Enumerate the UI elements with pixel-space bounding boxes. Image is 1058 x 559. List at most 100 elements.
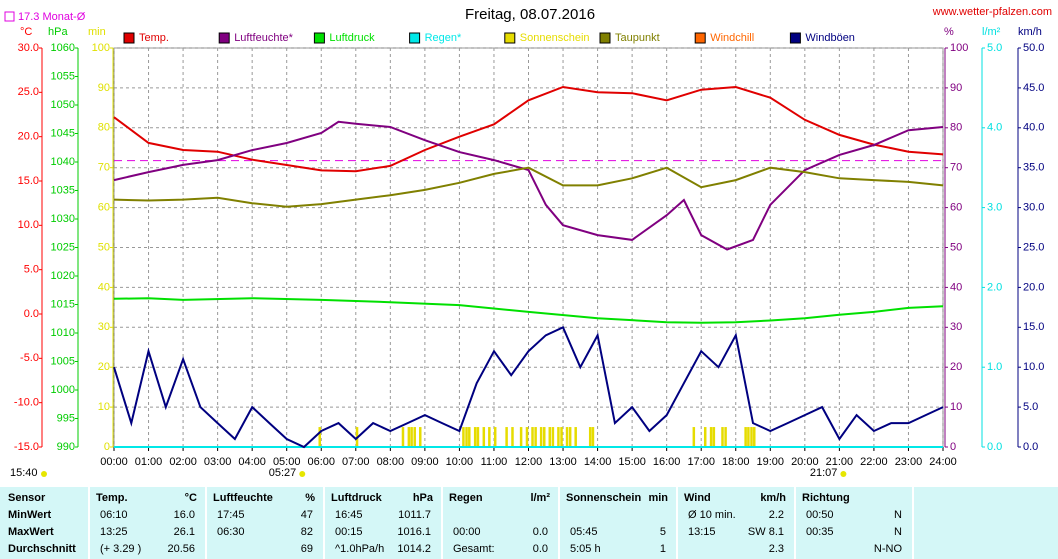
column-header: Temp. [96, 492, 128, 504]
cell-value: N [894, 526, 902, 538]
y-tick-label: 30.0 [1023, 202, 1044, 214]
cell-time: 06:30 [217, 526, 245, 538]
row-label: MaxWert [8, 526, 54, 538]
sunshine-bar [505, 427, 508, 447]
series-line [113, 120, 944, 251]
y-tick-label: 1060 [51, 42, 75, 54]
legend-label: Sonnenschein [520, 32, 590, 44]
cell-time: Ø 10 min. [688, 509, 736, 521]
sunshine-bar [531, 427, 534, 447]
sun-marker-label: 05:27 [269, 467, 297, 479]
sunshine-bar [488, 427, 491, 447]
y-tick-label: 60 [98, 202, 110, 214]
column-unit: l/m² [530, 492, 550, 504]
column-separator [676, 487, 678, 559]
y-tick-label: 40 [950, 281, 962, 293]
cell-value: N [894, 509, 902, 521]
y-tick-label: 50 [950, 241, 962, 253]
y-tick-label: 1050 [51, 99, 75, 111]
y-tick-label: 30.0 [18, 42, 39, 54]
y-tick-label: 20.0 [18, 131, 39, 143]
y-tick-label: 1020 [51, 270, 75, 282]
cell-time: 5:05 h [570, 543, 601, 555]
column-unit: km/h [760, 492, 786, 504]
y-tick-label: 5.0 [24, 264, 39, 276]
chart: Freitag, 08.07.2016 www.wetter-pfalzen.c… [4, 6, 1052, 479]
cell-value: 16.0 [173, 509, 195, 521]
legend-swatch [599, 32, 611, 44]
y-tick-label: 10 [950, 401, 962, 413]
y-tick-label: 4.0 [987, 122, 1002, 134]
y-tick-label: 0.0 [987, 441, 1002, 453]
y-tick-label: 5.0 [1023, 401, 1038, 413]
sunshine-bar [407, 427, 411, 447]
x-tick-label: 02:00 [169, 456, 197, 468]
sunshine-bar [551, 427, 555, 447]
y-tick-label: 40 [98, 281, 110, 293]
y-tick-label: 40.0 [1023, 122, 1044, 134]
series-line [113, 297, 944, 324]
y-tick-label: 20 [98, 361, 110, 373]
stats-table: Sensor Temp. °C Luftfeuchte% Luftdruck hPa Reg… [0, 487, 1058, 559]
cell-time: 00:50 [806, 509, 834, 521]
time-stamp: 15:40 [10, 467, 38, 479]
legend-swatch [504, 32, 516, 44]
x-tick-label: 00:00 [100, 456, 128, 468]
column-header: Luftfeuchte [213, 492, 273, 504]
column-header: Sonnenschein [566, 492, 642, 504]
y-tick-label: 990 [57, 441, 75, 453]
sunshine-bar [574, 427, 577, 447]
column-unit: min [648, 492, 668, 504]
legend-swatch [409, 32, 421, 44]
y-tick-label: 45.0 [1023, 82, 1044, 94]
x-tick-label: 06:00 [307, 456, 335, 468]
sunshine-bar [721, 427, 724, 447]
cell-time: 17:45 [217, 509, 245, 521]
x-tick-label: 22:00 [860, 456, 888, 468]
sunshine-bar [419, 427, 422, 447]
y-tick-label: 1.0 [987, 361, 1002, 373]
cell-time: Gesamt: [453, 543, 495, 555]
column-separator [558, 487, 560, 559]
axis-title: l/m² [982, 26, 1001, 38]
x-tick-label: 24:00 [929, 456, 957, 468]
y-tick-label: 25.0 [1023, 241, 1044, 253]
x-tick-label: 12:00 [515, 456, 543, 468]
sun-marker-label: 21:07 [810, 467, 838, 479]
column-header: Wind [684, 492, 711, 504]
x-tick-label: 14:00 [584, 456, 612, 468]
series-line [113, 325, 944, 449]
column-unit: hPa [412, 492, 433, 504]
sun-icon [41, 471, 47, 477]
legend-swatch [789, 32, 801, 44]
y-tick-label: 1030 [51, 213, 75, 225]
cell-time: (+ 3.29 ) [100, 543, 142, 555]
sunshine-bar [473, 427, 477, 447]
legend-swatch [123, 32, 135, 44]
column-unit: °C [184, 492, 197, 504]
y-tick-label: 1045 [51, 127, 75, 139]
x-tick-label: 19:00 [757, 456, 785, 468]
x-tick-label: 21:00 [826, 456, 854, 468]
legend-label: Luftdruck [329, 32, 375, 44]
y-tick-label: 70 [950, 162, 962, 174]
sunshine-bar [750, 427, 753, 447]
sunshine-bar [539, 427, 543, 447]
row-label: Durchschnitt [8, 543, 76, 555]
sunshine-bar [465, 427, 468, 447]
x-tick-label: 04:00 [238, 456, 266, 468]
sunshine-bar [692, 427, 696, 447]
legend-label: Temp. [139, 32, 169, 44]
sunshine-bar [709, 427, 713, 447]
x-tick-label: 05:00 [273, 456, 301, 468]
sunshine-bar [519, 427, 523, 447]
column-separator [794, 487, 796, 559]
month-average-icon [4, 11, 15, 22]
chart-title: Freitag, 08.07.2016 [465, 6, 595, 23]
sunshine-bar [410, 427, 413, 447]
sunshine-bar [753, 427, 756, 447]
cell-value: N-NO [873, 543, 902, 555]
legend-label: Regen* [425, 32, 462, 44]
axis-title: °C [20, 26, 32, 38]
